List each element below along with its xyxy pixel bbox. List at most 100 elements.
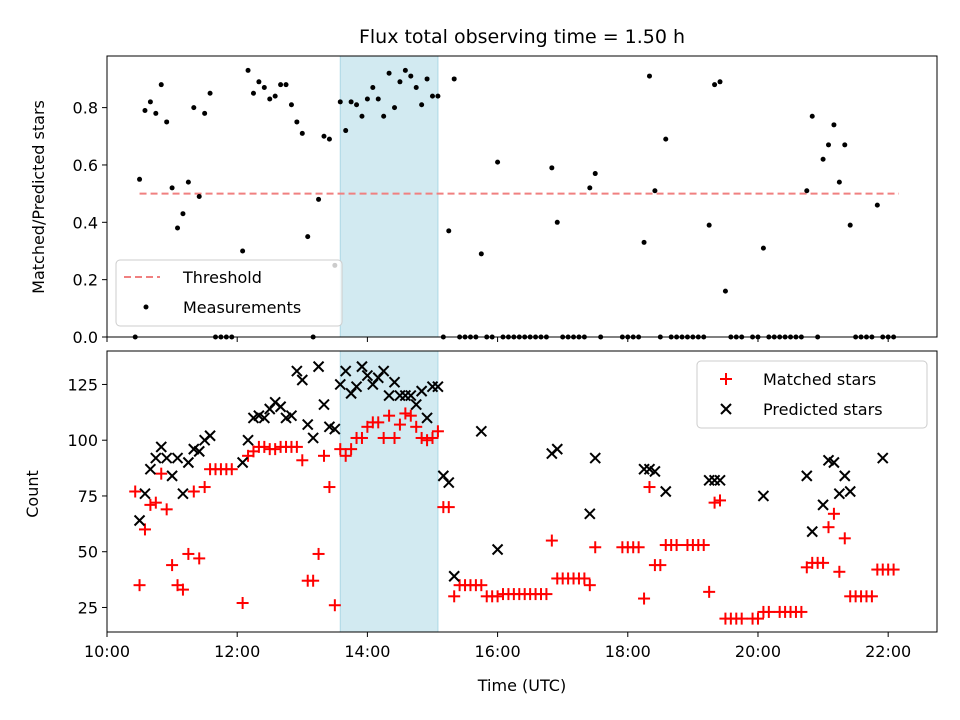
predicted-star-point [551,443,563,455]
y-tick-label: 0.4 [73,213,98,232]
matched-star-point [491,590,504,603]
predicted-star-point [350,380,363,393]
predicted-star-point [757,490,770,502]
measurement-point [169,185,175,191]
matched-star-point [578,572,591,585]
matched-star-point [426,431,439,444]
matched-star-point [307,574,320,587]
measurement-point [354,102,360,108]
matched-star-point [166,559,179,572]
measurement-point [137,176,143,182]
predicted-star-point [703,474,715,487]
y-tick-label: 0.0 [73,328,98,347]
measurement-point [478,251,484,257]
measurement-point [261,85,267,91]
measurement-point [397,79,403,85]
matched-star-point [708,496,721,509]
x-tick-label: 20:00 [735,642,781,661]
matched-star-point [540,588,553,601]
matched-star-point [833,565,846,578]
predicted-star-point [415,385,428,397]
matched-star-point [133,579,146,592]
legend-measurements-swatch [143,304,149,310]
matched-star-point [129,485,142,498]
measurement-point [370,85,376,91]
y-tick-label: 50 [78,543,98,562]
x-tick-label: 18:00 [605,642,651,661]
matched-star-point [334,443,347,456]
measurement-point [245,67,251,73]
matched-star-point [822,521,835,534]
measurement-point [364,96,370,102]
measurement-point [381,113,387,119]
top-panel: 0.00.20.40.60.8 Matched/Predicted stars … [29,55,938,347]
legend-predicted-swatch [720,403,732,415]
matched-star-point [193,552,206,565]
legend-matched-label: Matched stars [763,370,876,389]
measurement-point [142,107,148,113]
measurement-point [348,99,354,105]
matched-star-point [714,494,727,507]
matched-star-point [697,539,710,552]
predicted-star-point [204,430,216,442]
matched-star-point [735,612,748,625]
matched-star-point [448,590,461,603]
predicted-star-point [491,543,504,556]
predicted-star-point [638,463,650,475]
measurement-point [278,82,284,88]
measurement-point [267,96,273,102]
measurement-point [250,90,256,96]
predicted-star-point [817,499,829,511]
predicted-star-point [714,474,726,487]
legend-measurements-label: Measurements [183,298,301,317]
matched-star-point [377,431,390,444]
matched-star-point [865,590,878,603]
predicted-star-point [377,365,390,377]
chart-title: Flux total observing time = 1.50 h [359,26,685,48]
matched-star-point [187,485,200,498]
predicted-star-point [356,360,368,373]
measurement-point [256,79,262,85]
matched-star-point [431,425,444,438]
matched-star-point [795,605,808,618]
bottom-legend-box [696,360,928,429]
matched-star-point [887,563,900,576]
matched-star-point [296,454,309,467]
predicted-star-point [660,485,672,498]
matched-star-point [312,547,325,560]
predicted-star-point [806,525,818,538]
matched-star-point [654,559,667,572]
legend-threshold-label: Threshold [182,268,262,287]
measurement-point [831,122,837,128]
matched-star-point [632,541,645,554]
measurement-point [413,85,419,91]
predicted-star-point [589,452,601,464]
matched-star-point [817,556,830,569]
measurement-point [202,110,208,116]
measurement-point [321,133,327,139]
predicted-star-point [329,423,341,435]
predicted-star-point [839,470,851,482]
predicted-star-point [291,365,303,377]
measurement-point [343,128,349,134]
matched-star-point [269,443,282,456]
predicted-star-point [150,452,162,464]
matched-star-point [545,534,558,547]
matched-star-point [339,449,352,462]
predicted-star-point [443,476,455,489]
predicted-star-point [193,445,205,458]
legend-matched-swatch [720,373,732,385]
matched-star-point [317,449,330,462]
matched-star-point [703,585,716,598]
measurement-point [706,222,712,228]
top-highlight-span [339,55,439,338]
predicted-star-point [801,470,813,482]
measurement-point [288,102,294,108]
matched-star-point [415,431,428,444]
measurement-point [495,159,501,165]
measurement-point [712,82,718,88]
matched-star-point [372,416,385,429]
matched-star-point [589,541,602,554]
matched-star-point [762,605,775,618]
measurement-point [158,82,164,88]
